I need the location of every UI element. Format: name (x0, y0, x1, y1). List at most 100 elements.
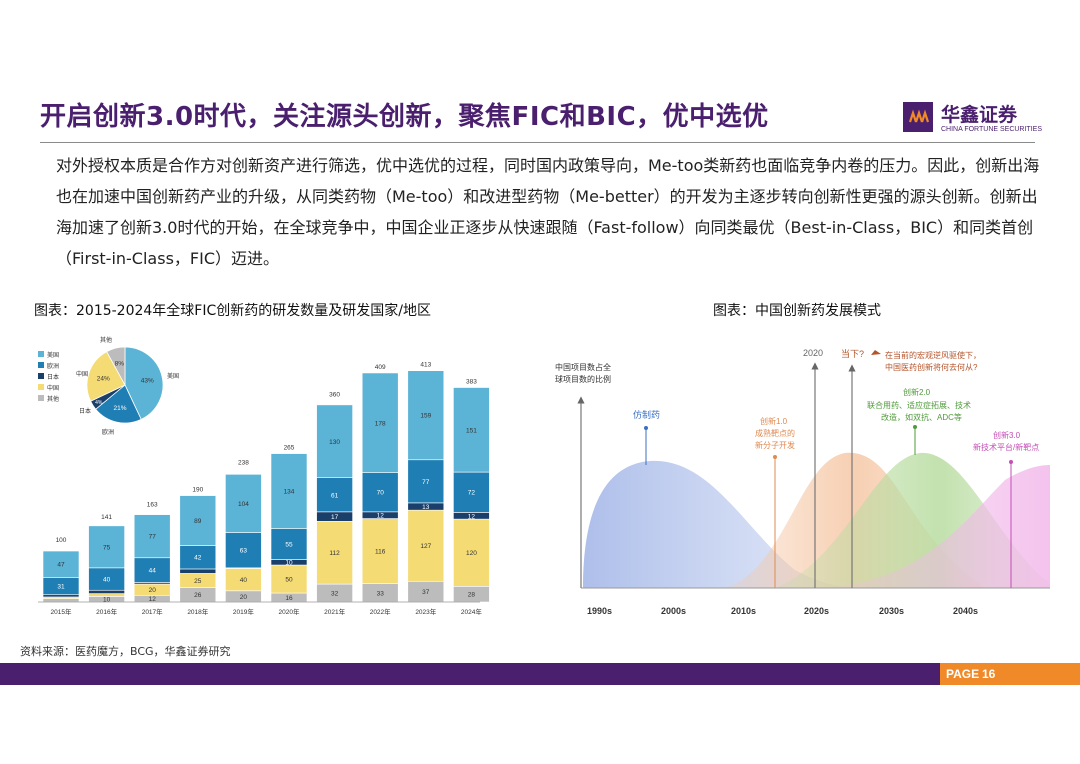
bar-segment (88, 525, 125, 569)
bar-value-label: 28 (468, 592, 476, 599)
mode-y-label-line1: 中国项目数占全 (555, 362, 611, 372)
bar-value-label: 159 (420, 413, 431, 420)
bar-segment (270, 564, 308, 594)
mode-x-tick: 2000s (661, 606, 686, 616)
pie-percent-label: 8% (115, 360, 125, 367)
brand-name-en: CHINA FORTUNE SECURITIES (941, 126, 1042, 133)
left-chart-caption: 图表：2015-2024年全球FIC创新药的研发数量及研发国家/地区 (34, 303, 431, 319)
pie-percent-label: 24% (97, 375, 110, 382)
bar-value-label: 116 (375, 549, 386, 556)
bar-segment (270, 453, 308, 529)
v2-label-title: 创新2.0 (903, 387, 931, 397)
footer-band (0, 663, 1080, 685)
development-mode-chart: 中国项目数占全 球项目数的比例 2020 当下? 在当前的宏观逆风驱使下， 中国… (555, 348, 1050, 616)
now-label: 当下? (841, 348, 864, 359)
generic-drug-area (583, 460, 905, 589)
v3-label-title: 创新3.0 (993, 430, 1021, 440)
bar-total-label: 238 (238, 460, 249, 467)
bar-value-label: 127 (420, 543, 431, 550)
bar-segment (407, 370, 445, 461)
x-tick-label: 2020年 (279, 607, 300, 616)
bar-segment (225, 532, 262, 569)
bar-value-label: 12 (149, 596, 157, 603)
v2-label-line1: 联合用药、适应症拓展、技术 (867, 400, 971, 410)
bar-value-label: 112 (329, 550, 340, 557)
page-label: PAGE (946, 667, 980, 681)
pie-slice (124, 346, 164, 420)
bar-segment (88, 593, 125, 597)
x-tick-label: 2024年 (461, 607, 482, 616)
mode-y-label-line2: 球项目数的比例 (555, 374, 611, 384)
legend-swatch (38, 384, 44, 390)
bar-segment (133, 514, 171, 559)
bar-segment (42, 550, 80, 578)
bar-value-label: 33 (377, 590, 385, 597)
bar-value-label: 37 (422, 589, 430, 596)
bar-value-label: 89 (194, 518, 202, 525)
legend-label: 欧洲 (47, 362, 59, 370)
bar-value-label: 16 (285, 595, 293, 602)
pie-outer-label: 欧洲 (102, 428, 114, 436)
bar-segment (42, 594, 80, 598)
mode-x-tick: 2010s (731, 606, 756, 616)
pie-outer-label: 美国 (167, 372, 179, 380)
bar-segment (42, 598, 80, 603)
bar-segment (407, 509, 445, 582)
legend-swatch (38, 395, 44, 401)
generic-label-dot (644, 426, 648, 430)
x-tick-label: 2016年 (96, 607, 117, 616)
bar-segment (361, 472, 399, 513)
legend-label: 日本 (47, 373, 59, 381)
bar-value-label: 25 (194, 578, 202, 585)
pie-outer-label: 其他 (100, 336, 112, 344)
bar-total-label: 265 (284, 445, 295, 452)
x-tick-label: 2019年 (233, 607, 254, 616)
bar-value-label: 31 (57, 584, 65, 591)
bar-segment (361, 518, 399, 584)
x-tick-label: 2018年 (187, 607, 208, 616)
bar-value-label: 40 (103, 577, 111, 584)
bar-total-label: 190 (192, 487, 203, 494)
legend-label: 中国 (47, 384, 59, 392)
bar-value-label: 20 (149, 587, 157, 594)
bar-value-label: 10 (103, 597, 111, 604)
mode-x-tick: 2030s (879, 606, 904, 616)
bar-segment (361, 372, 399, 473)
bar-segment (270, 528, 308, 560)
bar-value-label: 17 (331, 514, 339, 521)
bar-value-label: 75 (103, 544, 111, 551)
legend-swatch (38, 351, 44, 357)
v1-label-line2: 新分子开发 (755, 440, 795, 450)
bar-value-label: 32 (331, 591, 339, 598)
innovation-3-area (825, 465, 1050, 588)
bar-value-label: 151 (466, 427, 477, 434)
v2-label-line2: 改造，如双抗、ADC等 (881, 412, 962, 422)
legend-swatch (38, 362, 44, 368)
pie-slice (106, 346, 126, 386)
x-tick-label: 2021年 (324, 607, 345, 616)
x-tick-label: 2023年 (415, 607, 436, 616)
bar-segment (179, 495, 217, 546)
bar-value-label: 104 (238, 501, 249, 508)
source-note: 资料来源：医药魔方，BCG，华鑫证券研究 (20, 645, 231, 658)
brand-logo: 华鑫证券 CHINA FORTUNE SECURITIES (903, 100, 1043, 140)
v2-label-dot (913, 425, 917, 429)
bar-total-label: 413 (420, 362, 431, 369)
page-title: 开启创新3.0时代，关注源头创新，聚焦FIC和BIC，优中选优 (40, 102, 769, 132)
bar-value-label: 61 (331, 492, 339, 499)
bar-value-label: 178 (375, 420, 386, 427)
bar-value-label: 63 (240, 548, 248, 555)
intro-paragraph: 对外授权本质是合作方对创新资产进行筛选，优中选优的过程，同时国内政策导向，Me-… (56, 156, 1040, 268)
title-divider (40, 142, 1035, 143)
v1-label-title: 创新1.0 (760, 416, 788, 426)
legend-label: 美国 (47, 351, 59, 359)
bar-value-label: 55 (285, 542, 293, 549)
bar-segment (133, 557, 171, 583)
bar-total-label: 100 (56, 537, 67, 544)
bar-total-label: 383 (466, 379, 477, 386)
legend-label: 其他 (47, 395, 59, 403)
fic-stacked-bar-chart: 31471002015年1040751412016年12204477163201… (38, 336, 490, 616)
pie-outer-label: 日本 (79, 407, 91, 415)
mode-x-tick: 2040s (953, 606, 978, 616)
year-2020-label: 2020 (803, 348, 823, 358)
